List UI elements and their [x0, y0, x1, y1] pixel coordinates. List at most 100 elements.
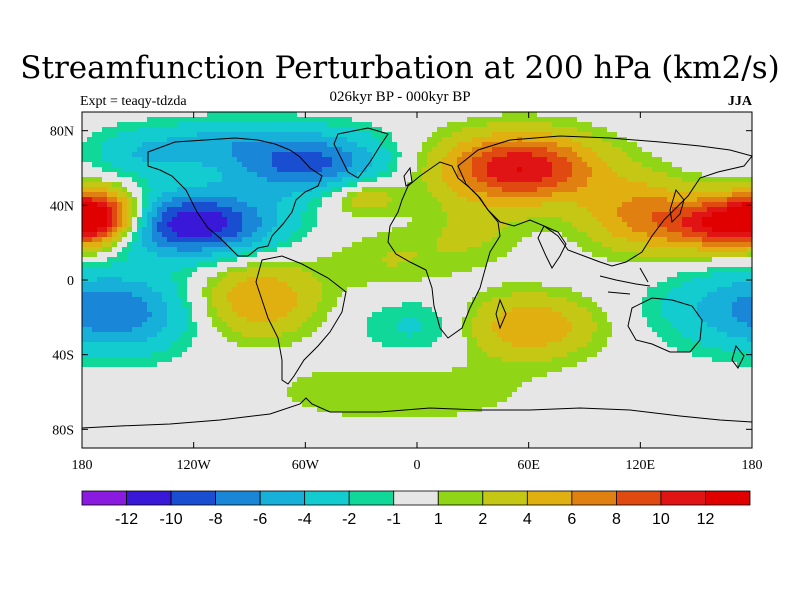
field-cell [572, 222, 578, 228]
field-cell [397, 152, 403, 158]
field-cell [432, 122, 438, 128]
field-cell [92, 227, 98, 233]
field-cell [212, 257, 218, 263]
field-cell [377, 147, 383, 153]
field-cell [297, 192, 303, 198]
field-cell [407, 177, 413, 183]
field-cell [477, 217, 483, 223]
field-cell [357, 162, 363, 168]
field-cell [162, 217, 168, 223]
field-cell [242, 152, 248, 158]
field-cell [292, 212, 298, 218]
field-cell [577, 262, 583, 268]
field-cell [377, 202, 383, 208]
field-cell [112, 277, 118, 283]
field-cell [482, 157, 488, 163]
field-cell [607, 167, 613, 173]
field-cell [507, 127, 513, 133]
field-cell [542, 142, 548, 148]
field-cell [672, 142, 678, 148]
field-cell [347, 122, 353, 128]
field-cell [442, 137, 448, 143]
field-cell [222, 272, 228, 278]
field-cell [302, 137, 308, 143]
field-cell [387, 142, 393, 148]
field-cell [642, 192, 648, 198]
field-cell [407, 282, 413, 288]
field-cell [747, 212, 753, 218]
field-cell [232, 227, 238, 233]
field-cell [367, 222, 373, 228]
field-cell [347, 252, 353, 258]
field-cell [322, 222, 328, 228]
field-cell [132, 167, 138, 173]
field-cell [632, 207, 638, 213]
field-cell [377, 152, 383, 158]
field-cell [437, 207, 443, 213]
field-cell [572, 257, 578, 263]
field-cell [392, 237, 398, 243]
field-cell [122, 182, 128, 188]
field-cell [237, 147, 243, 153]
field-cell [377, 117, 383, 123]
field-cell [697, 162, 703, 168]
field-cell [237, 227, 243, 233]
field-cell [177, 142, 183, 148]
field-cell [457, 247, 463, 253]
field-cell [437, 112, 443, 118]
field-cell [427, 167, 433, 173]
field-cell [447, 112, 453, 118]
field-cell [587, 247, 593, 253]
field-cell [292, 257, 298, 263]
field-cell [117, 117, 123, 123]
field-cell [262, 132, 268, 138]
field-cell [382, 152, 388, 158]
field-cell [427, 207, 433, 213]
field-cell [607, 257, 613, 263]
field-cell [682, 167, 688, 173]
field-cell [117, 237, 123, 243]
field-cell [302, 222, 308, 228]
field-cell [237, 297, 243, 303]
field-cell [402, 257, 408, 263]
field-cell [352, 257, 358, 263]
field-cell [617, 137, 623, 143]
field-cell [642, 227, 648, 233]
field-cell [617, 272, 623, 278]
field-cell [602, 247, 608, 253]
field-cell [657, 112, 663, 118]
field-cell [632, 222, 638, 228]
field-cell [472, 212, 478, 218]
field-cell [312, 267, 318, 273]
field-cell [592, 122, 598, 128]
field-cell [512, 142, 518, 148]
field-cell [332, 232, 338, 238]
field-cell [217, 167, 223, 173]
field-cell [417, 262, 423, 268]
field-cell [422, 282, 428, 288]
field-cell [397, 132, 403, 138]
field-cell [702, 152, 708, 158]
field-cell [582, 167, 588, 173]
field-cell [592, 117, 598, 123]
field-cell [597, 152, 603, 158]
field-cell [682, 152, 688, 158]
field-cell [262, 142, 268, 148]
field-cell [227, 152, 233, 158]
field-cell [197, 207, 203, 213]
field-cell [587, 237, 593, 243]
field-cell [527, 147, 533, 153]
field-cell [177, 287, 183, 293]
field-cell [317, 182, 323, 188]
field-cell [307, 217, 313, 223]
field-cell [202, 297, 208, 303]
field-cell [517, 242, 523, 248]
field-cell [717, 242, 723, 248]
field-cell [362, 197, 368, 203]
field-cell [107, 227, 113, 233]
field-cell [202, 132, 208, 138]
field-cell [227, 207, 233, 213]
field-cell [287, 122, 293, 128]
field-cell [632, 287, 638, 293]
field-cell [262, 207, 268, 213]
